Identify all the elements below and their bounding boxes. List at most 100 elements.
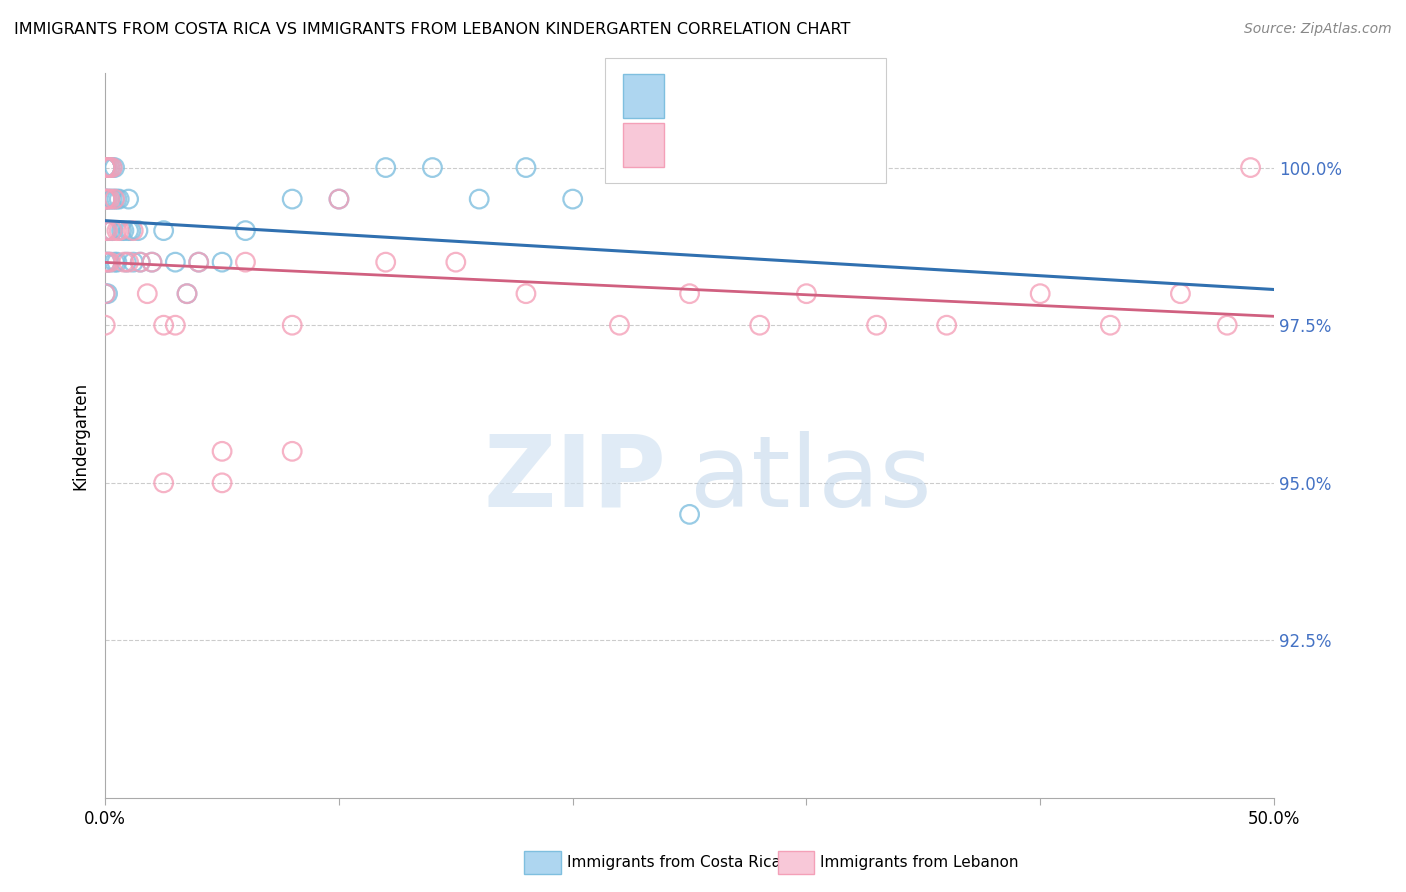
Point [127, 224, 149, 238]
Point [98, 255, 121, 269]
Point [98, 161, 121, 175]
Text: R = 0.457   N = 51: R = 0.457 N = 51 [668, 87, 838, 104]
Point [468, 192, 491, 206]
Point [1239, 161, 1261, 175]
Point [211, 475, 233, 490]
Point [211, 444, 233, 458]
Point [235, 224, 257, 238]
Point [94, 192, 117, 206]
Point [211, 255, 233, 269]
Text: ZIP: ZIP [484, 431, 666, 527]
Point [1216, 318, 1239, 333]
Point [328, 192, 350, 206]
Point [515, 161, 537, 175]
Point [94, 286, 117, 301]
Point [117, 192, 139, 206]
Point [101, 192, 124, 206]
Point [120, 224, 142, 238]
Point [101, 161, 124, 175]
Point [1170, 286, 1192, 301]
Point [94, 255, 117, 269]
Point [136, 286, 159, 301]
Point [115, 255, 138, 269]
Text: IMMIGRANTS FROM COSTA RICA VS IMMIGRANTS FROM LEBANON KINDERGARTEN CORRELATION C: IMMIGRANTS FROM COSTA RICA VS IMMIGRANTS… [14, 22, 851, 37]
Point [122, 224, 145, 238]
Point [112, 224, 135, 238]
Point [141, 255, 163, 269]
Point [165, 255, 187, 269]
Point [94, 161, 117, 175]
Point [110, 224, 132, 238]
Point [374, 161, 396, 175]
Point [94, 192, 117, 206]
Y-axis label: Kindergarten: Kindergarten [72, 382, 89, 490]
Point [94, 192, 117, 206]
Point [152, 318, 174, 333]
Point [98, 192, 121, 206]
Point [103, 161, 125, 175]
Point [94, 161, 117, 175]
Point [281, 192, 304, 206]
Point [96, 255, 118, 269]
Point [187, 255, 209, 269]
Point [105, 255, 128, 269]
Point [105, 224, 128, 238]
Point [281, 318, 304, 333]
Point [235, 255, 257, 269]
Point [1099, 318, 1122, 333]
Point [129, 255, 152, 269]
Point [96, 224, 118, 238]
Point [422, 161, 444, 175]
Point [96, 192, 118, 206]
Text: Immigrants from Lebanon: Immigrants from Lebanon [820, 855, 1018, 870]
Point [328, 192, 350, 206]
Point [96, 161, 118, 175]
Point [935, 318, 957, 333]
Point [865, 318, 887, 333]
Point [94, 255, 117, 269]
Point [94, 192, 117, 206]
Point [187, 255, 209, 269]
Point [96, 286, 118, 301]
Point [98, 224, 121, 238]
Point [103, 255, 125, 269]
Point [281, 444, 304, 458]
Point [103, 192, 125, 206]
Point [515, 286, 537, 301]
Point [94, 224, 117, 238]
Point [94, 161, 117, 175]
Point [678, 508, 700, 522]
Point [101, 224, 124, 238]
Point [96, 255, 118, 269]
Text: Immigrants from Costa Rica: Immigrants from Costa Rica [567, 855, 780, 870]
Point [609, 318, 631, 333]
Text: Source: ZipAtlas.com: Source: ZipAtlas.com [1244, 22, 1392, 37]
Text: R = 0.224   N = 51: R = 0.224 N = 51 [668, 136, 838, 153]
Point [561, 192, 583, 206]
Point [796, 286, 818, 301]
Point [117, 255, 139, 269]
Point [98, 161, 121, 175]
Point [748, 318, 770, 333]
Point [122, 255, 145, 269]
Point [96, 161, 118, 175]
Point [152, 475, 174, 490]
Point [98, 192, 121, 206]
Text: atlas: atlas [689, 431, 931, 527]
Point [176, 286, 198, 301]
Point [374, 255, 396, 269]
Point [112, 255, 135, 269]
Point [103, 192, 125, 206]
Point [1029, 286, 1052, 301]
Point [108, 224, 131, 238]
Point [444, 255, 467, 269]
Point [141, 255, 163, 269]
Point [94, 161, 117, 175]
Point [101, 161, 124, 175]
Point [94, 161, 117, 175]
Point [101, 224, 124, 238]
Point [678, 286, 700, 301]
Point [117, 224, 139, 238]
Point [96, 192, 118, 206]
Point [94, 286, 117, 301]
